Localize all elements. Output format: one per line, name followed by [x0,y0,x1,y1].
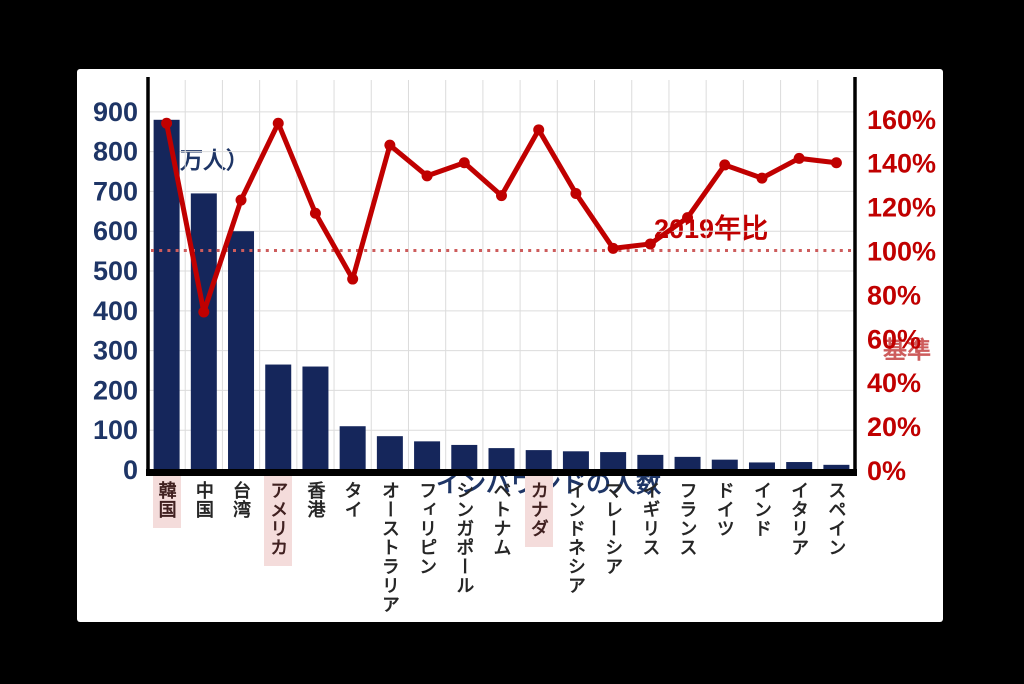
right-tick-label: 0% [867,456,906,486]
left-tick-label: 100 [93,415,138,445]
right-tick-label: 80% [867,280,921,310]
line-point [161,117,173,129]
line-point [198,306,210,318]
category-label: 中国 [193,481,214,519]
category-label: 香港 [305,481,326,519]
left-tick-label: 600 [93,216,138,246]
right-tick-label: 100% [867,237,936,267]
line-markers [161,117,842,318]
left-tick-label: 0 [123,455,138,485]
bar [600,452,627,470]
line-point [607,242,619,254]
bar [228,231,255,470]
right-axis-ticks: 0% 20% 40% 60% 80% 100% 120% 140% 160% [867,105,936,486]
bar [562,451,589,470]
category-label: スペイン [826,481,847,557]
line-point [272,117,284,129]
category-label: インド [751,481,772,538]
line-point [570,187,582,199]
category-label: イタリア [789,481,810,557]
line-point [793,152,805,164]
right-tick-label: 40% [867,368,921,398]
bar [637,454,664,470]
right-tick-label: 120% [867,193,936,223]
gridlines [147,80,856,471]
category-label: タイ [342,481,363,519]
axes [146,77,857,476]
bar [376,436,403,470]
left-axis-ticks: 0 100 200 300 400 500 600 700 800 900 [93,97,138,485]
left-tick-label: 800 [93,137,138,167]
category-label: イギリス [640,481,661,557]
left-tick-label: 700 [93,176,138,206]
line-point [421,170,433,182]
line-point [644,238,656,250]
line-point [830,157,842,169]
bar [451,444,478,470]
left-tick-label: 400 [93,296,138,326]
category-label: 台湾 [231,481,252,519]
line-point [719,159,731,171]
line-point [235,194,247,206]
line-point [533,124,545,136]
line-point [458,157,470,169]
right-tick-label: 140% [867,149,936,179]
bar [339,426,366,470]
category-label: インドネシア [565,481,586,595]
right-tick-label: 20% [867,412,921,442]
category-label: シンガポール [454,481,475,595]
left-tick-label: 300 [93,336,138,366]
baseline-label: 基準 [883,337,931,364]
left-tick-label: 900 [93,97,138,127]
bar [488,448,515,470]
line-point [384,139,396,151]
category-label: オーストラリア [379,481,400,614]
right-tick-label: 160% [867,105,936,135]
line-point [496,190,507,202]
category-label: ベトナム [491,481,512,557]
bar [190,193,217,470]
bar [525,450,552,470]
bar [711,459,738,470]
line-point [682,212,694,224]
bar [265,364,292,470]
bar [748,462,775,470]
category-label: 韓国 [152,476,181,528]
line-point [347,273,359,285]
category-label: フィリピン [417,481,438,576]
bar [786,462,813,470]
category-label: アメリカ [264,476,293,566]
bar [414,441,441,470]
bar [674,456,701,470]
bar [302,366,329,470]
bar-series [153,119,850,470]
left-tick-label: 500 [93,256,138,286]
bar [823,464,850,470]
line-point [756,172,768,184]
category-label: マレーシア [603,481,624,576]
right-tick-label: 60% [867,324,921,354]
line-point [309,207,321,219]
left-tick-label: 200 [93,375,138,405]
category-label: カナダ [524,476,553,547]
category-label: ドイツ [714,481,735,538]
category-label: フランス [677,481,698,557]
